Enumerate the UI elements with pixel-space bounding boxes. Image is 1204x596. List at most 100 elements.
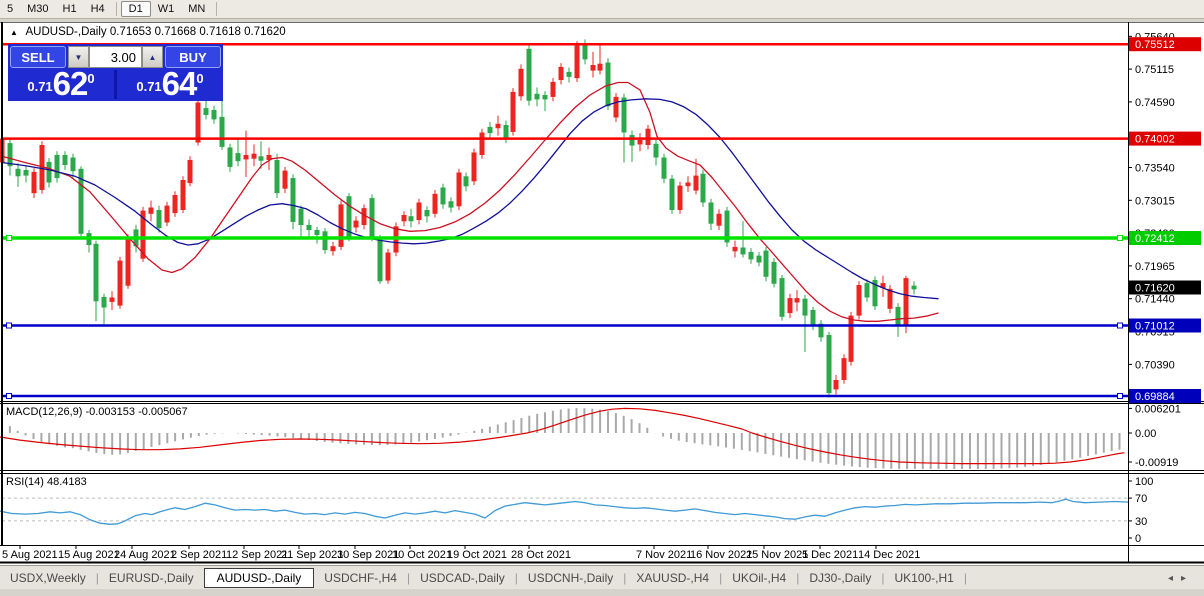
price-tick-label: 0.75115 xyxy=(1135,64,1174,76)
triangle-down-icon: ▼ xyxy=(74,52,83,62)
pane-frame xyxy=(0,22,1204,564)
chart-tab-usdcnh-daily[interactable]: USDCNH-,Daily xyxy=(527,571,614,585)
price-badge-0.71012: 0.71012 xyxy=(1135,321,1175,333)
timeframe-button-5[interactable]: 5 xyxy=(7,3,14,15)
macd-layer xyxy=(0,407,1125,469)
date-tick-label: 25 Nov 2021 xyxy=(746,549,808,561)
sell-price-display[interactable]: 0.71 62 0 xyxy=(10,64,112,102)
price-tick-label: 0.73015 xyxy=(1135,195,1175,207)
price-tick-label: 0.70390 xyxy=(1135,359,1175,371)
date-tick-label: 28 Oct 2021 xyxy=(511,549,571,561)
timeframe-button-m30[interactable]: M30 xyxy=(27,3,49,15)
tab-separator: | xyxy=(963,571,967,585)
price-tick-label: 0.71440 xyxy=(1135,294,1175,306)
tab-separator: | xyxy=(406,571,411,585)
chart-tab-uk100-h1[interactable]: UK100-,H1 xyxy=(894,571,954,585)
chart-tab-audusd-daily[interactable]: AUDUSD-,Daily xyxy=(203,568,315,588)
ma-red-line xyxy=(1,81,939,322)
date-tick-label: 5 Aug 2021 xyxy=(2,549,58,561)
triangle-up-icon: ▲ xyxy=(148,52,157,62)
macd-indicator-label: MACD(12,26,9) -0.003153 -0.005067 xyxy=(6,406,188,418)
price-tick-label: 0.74590 xyxy=(1135,97,1175,109)
sell-button[interactable]: SELL xyxy=(10,46,66,68)
tab-scroll-arrows[interactable]: ◂▸ xyxy=(1167,572,1194,584)
macd-axis-label: -0.00919 xyxy=(1135,457,1178,469)
tab-separator: | xyxy=(623,571,627,585)
tab-separator: | xyxy=(719,571,723,585)
chart-tab-ukoil-h4[interactable]: UKOil-,H4 xyxy=(732,571,787,585)
price-badge-0.69884: 0.69884 xyxy=(1135,391,1175,403)
rsi-axis-label: 100 xyxy=(1135,476,1153,488)
tab-separator: | xyxy=(95,571,99,585)
rsi-axis-label: 70 xyxy=(1135,493,1147,505)
toolbar-divider xyxy=(0,19,1204,22)
price-badge-0.71620: 0.71620 xyxy=(1135,283,1175,295)
date-tick-label: 7 Nov 2021 xyxy=(636,549,692,561)
chart-tab-usdcad-daily[interactable]: USDCAD-,Daily xyxy=(420,571,505,585)
timeframe-toolbar: 5 M30 H1 H4 D1 W1 MN xyxy=(0,0,1204,19)
macd-axis-label: 0.006201 xyxy=(1135,403,1181,415)
sell-price-pip-digit: 0 xyxy=(87,71,95,86)
window-bottom-strip xyxy=(0,589,1204,596)
toolbar-separator xyxy=(216,2,218,16)
chart-title: ▲ AUDUSD-,Daily 0.71653 0.71668 0.71618 … xyxy=(10,26,286,38)
price-tick-label: 0.71965 xyxy=(1135,261,1175,273)
chart-tab-eurusd-daily[interactable]: EURUSD-,Daily xyxy=(108,571,194,585)
chart-tab-usdx-weekly[interactable]: USDX,Weekly xyxy=(10,571,86,585)
date-tick-label: 10 Oct 2021 xyxy=(392,549,452,561)
timeframe-button-h1[interactable]: H1 xyxy=(62,3,77,15)
buy-price-prefix: 0.71 xyxy=(136,79,162,94)
price-badge-0.72412: 0.72412 xyxy=(1135,233,1175,245)
buy-price-big-digits: 64 xyxy=(161,64,198,102)
price-tick-label: 0.73540 xyxy=(1135,163,1175,175)
timeframe-button-mn[interactable]: MN xyxy=(188,3,206,15)
price-axis: 0.756400.751150.745900.735400.730150.724… xyxy=(1128,31,1201,545)
date-tick-label: 5 Dec 2021 xyxy=(802,549,858,561)
symbol-tab-bar: USDX,Weekly | EURUSD-,Daily AUDUSD-,Daily US… xyxy=(0,565,1204,590)
price-badge-0.75512: 0.75512 xyxy=(1135,39,1175,51)
sell-price-prefix: 0.71 xyxy=(27,79,53,94)
tab-separator: | xyxy=(796,571,800,585)
date-tick-label: 2 Sep 2021 xyxy=(171,549,227,561)
tab-separator: | xyxy=(514,571,518,585)
buy-button[interactable]: BUY xyxy=(165,46,221,68)
rsi-axis-label: 0 xyxy=(1135,533,1141,545)
chart-symbol-label: AUDUSD-,Daily xyxy=(25,26,107,38)
macd-axis-label: 0.00 xyxy=(1135,428,1156,440)
buy-price-pip-digit: 0 xyxy=(196,71,204,86)
date-tick-label: 24 Aug 2021 xyxy=(114,549,176,561)
tab-separator: | xyxy=(881,571,885,585)
timeframe-button-d1[interactable]: D1 xyxy=(120,1,151,17)
date-tick-label: 19 Oct 2021 xyxy=(447,549,507,561)
macd-signal-line xyxy=(0,407,1125,465)
date-tick-label: 16 Nov 2021 xyxy=(690,549,752,561)
date-tick-label: 12 Sep 2021 xyxy=(226,549,288,561)
volume-input[interactable]: 3.00 xyxy=(89,46,142,68)
timeframe-button-h4[interactable]: H4 xyxy=(90,3,105,15)
one-click-trade-panel: SELL ▼ 3.00 ▲ BUY 0.71 62 0 0.71 64 0 xyxy=(8,44,223,101)
date-tick-label: 14 Dec 2021 xyxy=(858,549,920,561)
date-tick-label: 21 Sep 2021 xyxy=(281,549,343,561)
horizontal-lines-layer[interactable] xyxy=(2,42,1128,399)
candles-layer xyxy=(0,39,917,398)
rsi-line xyxy=(0,498,1129,525)
price-divider xyxy=(114,70,117,99)
chart-tab-usdchf-h4[interactable]: USDCHF-,H4 xyxy=(324,571,397,585)
chart-tab-dj30-daily[interactable]: DJ30-,Daily xyxy=(809,571,872,585)
collapse-panel-icon[interactable]: ▲ xyxy=(10,28,18,37)
date-tick-label: 15 Aug 2021 xyxy=(58,549,120,561)
price-badge-0.74002: 0.74002 xyxy=(1135,134,1175,146)
rsi-axis-label: 30 xyxy=(1135,516,1147,528)
chart-tab-xauusd-h4[interactable]: XAUUSD-,H4 xyxy=(636,571,710,585)
sell-price-big-digits: 62 xyxy=(52,64,89,102)
buy-price-display[interactable]: 0.71 64 0 xyxy=(119,64,221,102)
toolbar-separator xyxy=(115,2,117,16)
chart-ohlc-values: 0.71653 0.71668 0.71618 0.71620 xyxy=(109,26,286,38)
date-tick-label: 30 Sep 2021 xyxy=(337,549,399,561)
volume-decrease-button[interactable]: ▼ xyxy=(68,46,89,68)
volume-increase-button[interactable]: ▲ xyxy=(142,46,163,68)
timeframe-button-w1[interactable]: W1 xyxy=(157,3,175,15)
